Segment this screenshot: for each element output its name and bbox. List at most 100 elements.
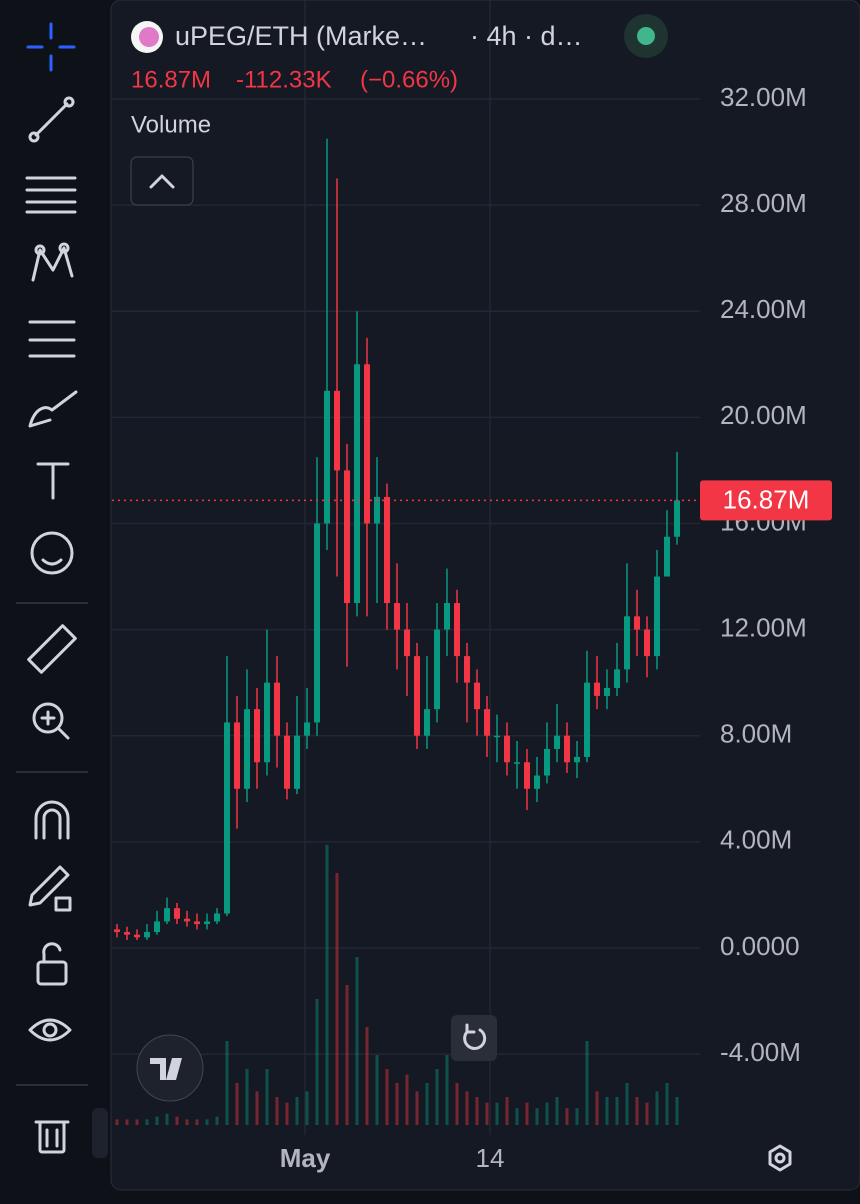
volume-bar [565, 1108, 569, 1125]
y-tick-label: 12.00M [720, 612, 807, 642]
volume-bar [275, 1097, 279, 1125]
volume-bar [165, 1113, 169, 1125]
volume-bar [575, 1108, 579, 1125]
reset-button[interactable] [451, 1015, 497, 1061]
volume-bar [595, 1091, 599, 1125]
brush-tool[interactable] [28, 390, 78, 428]
candle-body [474, 682, 480, 710]
zoom-tool[interactable] [32, 702, 70, 740]
volume-bar [465, 1091, 469, 1125]
delete-tool[interactable] [34, 1120, 70, 1154]
text-tool[interactable] [36, 462, 70, 500]
candle-body [334, 390, 340, 471]
candle-body [174, 908, 180, 919]
candle-body [424, 709, 430, 736]
candle-body [354, 364, 360, 604]
candle-body [184, 918, 190, 922]
candle-body [374, 496, 380, 524]
y-tick-label: 28.00M [720, 188, 807, 218]
volume-bar [235, 1083, 239, 1125]
y-tick-label: 0.0000 [720, 931, 800, 961]
candle-body [584, 682, 590, 757]
collapse-toolbar[interactable] [92, 1108, 108, 1158]
volume-bar [375, 1055, 379, 1125]
volume-bar [525, 1102, 529, 1125]
ruler-tool[interactable] [27, 624, 77, 674]
volume-bar [205, 1119, 209, 1125]
volume-bar [435, 1069, 439, 1125]
volume-bar [125, 1119, 129, 1125]
volume-bar [265, 1069, 269, 1125]
candle-body [654, 576, 660, 657]
last-price-box [700, 480, 832, 521]
tv-logo-art [150, 1058, 182, 1080]
volume-bar [385, 1069, 389, 1125]
volume-bar [425, 1083, 429, 1125]
candle-body [444, 603, 450, 630]
y-tick-label: 20.00M [720, 400, 807, 430]
settings-button[interactable] [768, 1144, 792, 1172]
candle-body [644, 629, 650, 657]
hide-tool[interactable] [28, 1018, 72, 1042]
volume-bar [615, 1097, 619, 1125]
volume-bar [395, 1083, 399, 1125]
volume-bar [415, 1091, 419, 1125]
volume-bar [445, 1055, 449, 1125]
candle-body [604, 687, 610, 696]
change: -112.33K [236, 66, 332, 93]
plot: 32.00M28.00M24.00M20.00M16.00M12.00M8.00… [112, 0, 832, 1173]
forecast-tool[interactable] [28, 320, 76, 358]
candle-body [404, 629, 410, 657]
y-tick-label: 4.00M [720, 825, 792, 855]
candle-body [454, 603, 460, 657]
volume-bar [315, 999, 319, 1125]
candle-body [154, 921, 160, 933]
collapse-indicator[interactable] [130, 156, 194, 206]
candle-body [234, 722, 240, 789]
candle-body [514, 762, 520, 764]
candle-body [314, 523, 320, 723]
volume-bar [325, 845, 329, 1125]
symbol-logo-art [139, 27, 159, 47]
volume-bar [605, 1097, 609, 1125]
lock-drawings-tool[interactable] [28, 865, 72, 912]
candle-body [114, 929, 120, 933]
volume-bar [155, 1116, 159, 1125]
candle-body [134, 934, 140, 938]
volume-bar [365, 1027, 369, 1125]
lock-tool[interactable] [36, 942, 68, 986]
candle-body [344, 470, 350, 604]
status-dot [637, 27, 655, 45]
reset-icon [463, 1023, 487, 1050]
candle-body [464, 656, 470, 683]
volume-bar [185, 1119, 189, 1125]
trend-line-tool[interactable] [28, 96, 75, 143]
candle-body [664, 536, 670, 577]
fib-tool[interactable] [25, 176, 77, 214]
volume-bar [215, 1116, 219, 1125]
pattern-tool[interactable] [31, 242, 74, 282]
volume-bar [175, 1116, 179, 1125]
volume-bar [195, 1119, 199, 1125]
candle-body [244, 709, 250, 789]
candle-body [364, 364, 370, 524]
volume-bar [505, 1097, 509, 1125]
symbol[interactable]: uPEG/ETH (Marke… [175, 21, 427, 51]
volume-bar [635, 1097, 639, 1125]
crosshair-tool[interactable] [26, 22, 76, 72]
emoji-tool[interactable] [30, 531, 74, 575]
volume-bar [535, 1108, 539, 1125]
candle-body [224, 722, 230, 914]
candle-body [124, 932, 130, 935]
indicator-name[interactable]: Volume [131, 111, 211, 138]
chart-panel [110, 0, 860, 1191]
candle-body [144, 932, 150, 938]
candle-body [284, 735, 290, 789]
volume-bar [335, 873, 339, 1125]
volume-bar [585, 1041, 589, 1125]
magnet-tool[interactable] [34, 800, 70, 840]
candle-body [264, 682, 270, 763]
interval[interactable]: · 4h · d… [470, 21, 583, 51]
candle-body [304, 722, 310, 736]
volume-bar [285, 1102, 289, 1125]
